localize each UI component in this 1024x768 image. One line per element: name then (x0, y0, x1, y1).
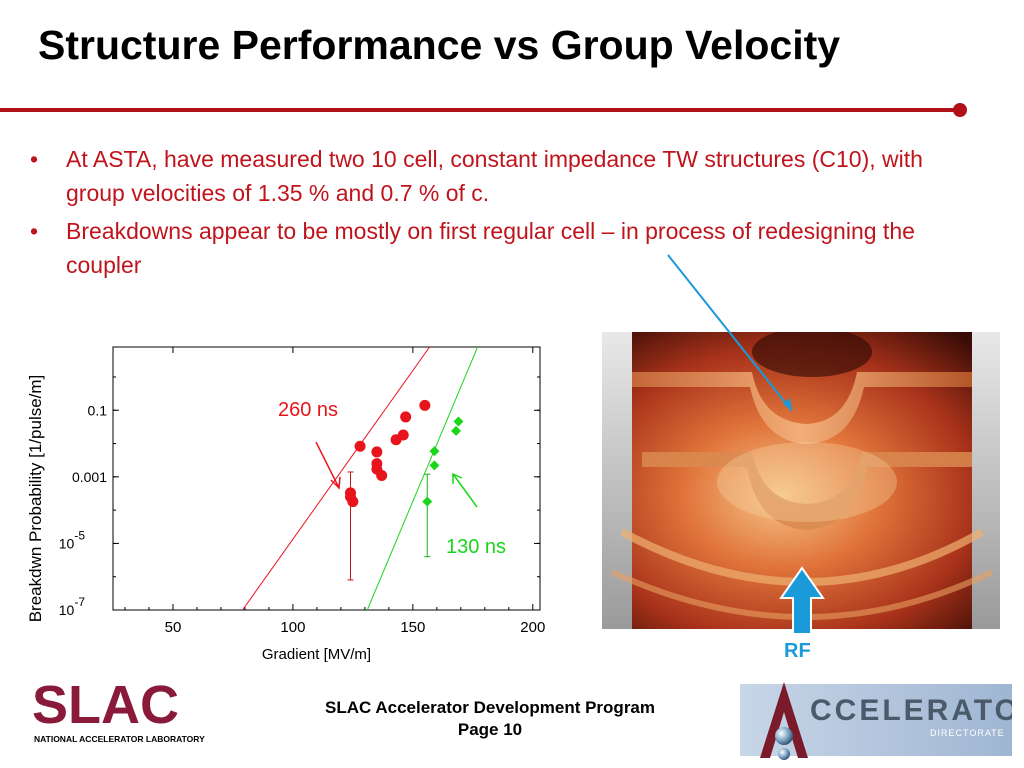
acc-logo-a-shape (760, 682, 808, 758)
bullet-text: At ASTA, have measured two 10 cell, cons… (66, 146, 923, 206)
bullet-list: • At ASTA, have measured two 10 cell, co… (30, 142, 930, 286)
annotation-260ns-arrow (315, 441, 340, 489)
annotation-130ns-arrowhead (452, 472, 463, 484)
data-point-260ns (400, 411, 412, 423)
bullet-marker: • (30, 146, 39, 172)
acc-logo-text: CCELERATOR (810, 694, 1012, 727)
x-tick-label: 100 (280, 619, 305, 636)
annotation-130ns-arrow (452, 473, 478, 508)
y-axis-label: Breakdwn Probability [1/pulse/m] (26, 375, 45, 623)
data-point-260ns (354, 440, 366, 452)
annotation-260ns: 260 ns (278, 399, 338, 421)
fit-line-260ns (242, 347, 431, 610)
bullet-marker: • (30, 218, 39, 244)
y-tick-base: 10 (59, 535, 75, 551)
structure-cell-image (602, 332, 1000, 629)
annotation-260ns-arrowhead (330, 476, 341, 490)
data-point-260ns (419, 399, 431, 411)
data-point-260ns (371, 446, 383, 458)
annotation-130ns: 130 ns (446, 536, 506, 558)
plot-frame (112, 346, 541, 611)
y-tick-label: 10-7 (59, 595, 86, 618)
data-point-130ns (429, 460, 440, 471)
x-tick-label: 200 (520, 619, 545, 636)
acc-logo-subtitle: DIRECTORATE (930, 728, 1005, 738)
data-point-130ns (429, 446, 440, 457)
data-point-260ns (397, 429, 409, 441)
footer-page: Page 10 (457, 720, 523, 739)
coupler-pointer-line (667, 254, 793, 412)
y-tick-exponent: -7 (74, 595, 85, 609)
x-tick-label: 150 (400, 619, 425, 636)
data-point-130ns (453, 416, 464, 427)
fit-line-130ns (366, 347, 479, 610)
title-rule (0, 108, 960, 112)
bullet-item: • At ASTA, have measured two 10 cell, co… (30, 142, 930, 210)
slac-logo: SLAC NATIONAL ACCELERATOR LABORATORY (32, 675, 205, 744)
bullet-item: • Breakdowns appear to be mostly on firs… (30, 214, 930, 282)
coupler-pointer-head (783, 398, 792, 411)
rf-label: RF (784, 640, 811, 662)
y-tick-label: 0.1 (88, 402, 108, 418)
footer-program: SLAC Accelerator Development Program (324, 698, 656, 717)
structure-photo (602, 332, 1000, 629)
accelerator-directorate-logo: CCELERATOR DIRECTORATE (740, 682, 1012, 760)
y-tick-label: 10-5 (59, 528, 86, 551)
slide-title: Structure Performance vs Group Velocity (38, 22, 841, 68)
y-tick-exponent: -5 (74, 528, 85, 542)
slac-logo-text: SLAC (32, 675, 179, 735)
data-point-130ns (451, 425, 462, 436)
rf-arrow-icon (779, 566, 825, 635)
y-tick-base: 10 (59, 602, 75, 618)
data-point-260ns (347, 496, 359, 508)
bullet-text: Breakdowns appear to be mostly on first … (66, 218, 915, 278)
x-axis-label: Gradient [MV/m] (262, 646, 371, 663)
footer: SLAC Accelerator Development Program Pag… (270, 697, 710, 741)
title-rule-dot (953, 103, 967, 117)
plot-area (242, 347, 479, 610)
data-point-260ns (376, 469, 388, 481)
slac-logo-subtitle: NATIONAL ACCELERATOR LABORATORY (34, 734, 205, 744)
x-tick-label: 50 (165, 619, 182, 636)
data-point-130ns (422, 496, 433, 507)
y-tick-label: 0.001 (72, 469, 107, 485)
